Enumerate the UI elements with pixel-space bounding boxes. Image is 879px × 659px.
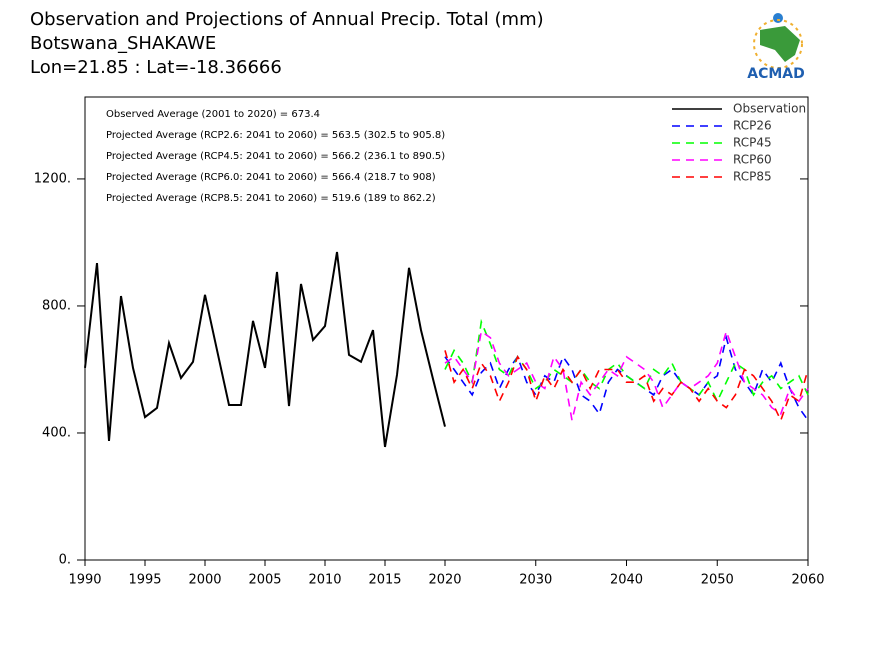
annotation: Projected Average (RCP8.5: 2041 to 2060)… bbox=[106, 193, 436, 204]
logo-sun bbox=[753, 19, 803, 69]
x-tick-label: 2060 bbox=[791, 573, 824, 588]
x-tick-label: 2010 bbox=[308, 573, 341, 588]
y-tick-label: 0. bbox=[59, 553, 71, 568]
annotation: Projected Average (RCP6.0: 2041 to 2060)… bbox=[106, 172, 436, 183]
legend-label: RCP45 bbox=[733, 136, 772, 150]
legend-label: Observation bbox=[733, 102, 806, 116]
legend-label: RCP60 bbox=[733, 153, 772, 167]
series-line bbox=[444, 334, 809, 421]
x-tick-label: 2005 bbox=[248, 573, 281, 588]
x-tick-label: 2030 bbox=[519, 573, 552, 588]
chart-title: Observation and Projections of Annual Pr… bbox=[30, 9, 544, 30]
series-line bbox=[444, 350, 809, 423]
plot-frame bbox=[84, 96, 809, 561]
x-tick-label: 2040 bbox=[610, 573, 643, 588]
y-tick-label: 400. bbox=[42, 425, 71, 440]
y-tick-label: 1200. bbox=[34, 171, 71, 186]
x-tick-label: 2000 bbox=[188, 573, 221, 588]
logo-text: ACMAD bbox=[747, 66, 805, 82]
annotation: Projected Average (RCP2.6: 2041 to 2060)… bbox=[106, 130, 445, 141]
annotation: Projected Average (RCP4.5: 2041 to 2060)… bbox=[106, 151, 445, 162]
x-tick-label: 1990 bbox=[68, 573, 101, 588]
chart-subtitle: Botswana_SHAKAWE bbox=[30, 33, 216, 54]
y-tick-label: 800. bbox=[42, 298, 71, 313]
x-tick-label: 1995 bbox=[128, 573, 161, 588]
x-tick-label: 2050 bbox=[701, 573, 734, 588]
legend-label: RCP85 bbox=[733, 170, 772, 184]
x-tick-label: 2020 bbox=[428, 573, 461, 588]
logo: ACMAD bbox=[747, 13, 805, 82]
annotation: Observed Average (2001 to 2020) = 673.4 bbox=[106, 109, 320, 120]
series-line bbox=[444, 328, 809, 421]
series-line bbox=[444, 318, 809, 404]
logo-drop bbox=[773, 13, 783, 23]
series-line bbox=[84, 251, 446, 448]
x-tick-label: 2015 bbox=[368, 573, 401, 588]
legend-label: RCP26 bbox=[733, 119, 772, 133]
logo-map bbox=[760, 26, 800, 62]
chart-location: Lon=21.85 : Lat=-18.36666 bbox=[30, 57, 282, 78]
